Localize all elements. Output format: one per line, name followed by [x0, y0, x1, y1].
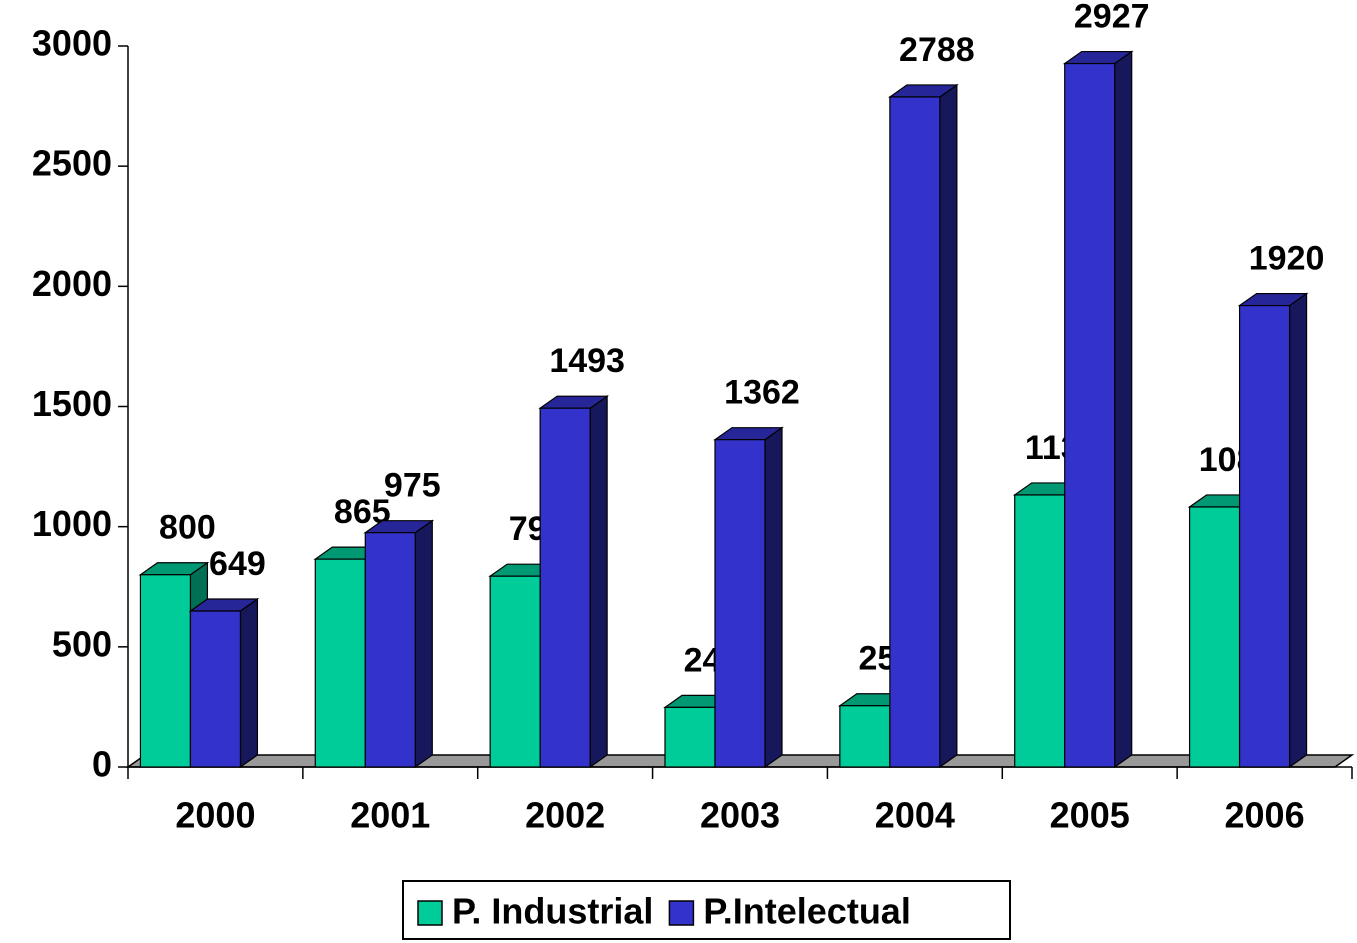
legend-label: P.Intelectual	[703, 891, 910, 932]
bar	[139, 574, 192, 768]
data-label: 1493	[549, 342, 625, 380]
legend: P. Industrial P.Intelectual	[402, 880, 1011, 940]
legend-swatch	[668, 900, 695, 926]
data-label: 800	[159, 509, 216, 547]
x-tick-label: 2006	[1225, 795, 1305, 836]
data-label: 1920	[1249, 240, 1325, 278]
x-tick-label: 2004	[875, 795, 955, 836]
bar-group	[188, 597, 260, 769]
bar	[714, 439, 766, 768]
bar-group	[538, 395, 610, 769]
bar	[889, 96, 941, 768]
data-label: 1362	[724, 374, 800, 412]
x-tick-label: 2002	[525, 795, 605, 836]
y-tick-label: 1500	[32, 383, 112, 424]
data-label: 2788	[899, 31, 975, 69]
bar	[839, 705, 891, 768]
bar	[1188, 506, 1241, 768]
data-label: 649	[209, 545, 266, 583]
bar-group	[363, 519, 435, 769]
bar	[489, 575, 541, 768]
bar	[1238, 304, 1291, 768]
y-tick-label: 2500	[32, 143, 112, 184]
x-tick-label: 2005	[1050, 795, 1130, 836]
bar	[664, 706, 716, 768]
x-tick-label: 2003	[700, 795, 780, 836]
y-tick-label: 0	[92, 744, 112, 785]
bar-group	[713, 426, 784, 769]
x-tick-label: 2001	[350, 795, 430, 836]
bar-group	[887, 83, 959, 769]
bar-group	[1062, 50, 1134, 769]
bar-side	[764, 426, 783, 769]
legend-box	[402, 880, 1011, 940]
y-tick-label: 2000	[32, 263, 112, 304]
bar	[539, 407, 591, 768]
bar-side	[589, 395, 608, 769]
x-tick-label: 2000	[175, 795, 255, 836]
bar-side	[414, 519, 433, 769]
y-tick-label: 3000	[32, 23, 112, 64]
bar	[189, 610, 242, 768]
y-tick-label: 1000	[32, 503, 112, 544]
data-label: 2927	[1074, 0, 1150, 36]
bar	[364, 532, 416, 768]
bar-side	[239, 597, 259, 769]
bar-group	[1237, 292, 1309, 769]
bar-side	[1288, 292, 1308, 769]
legend-label: P. Industrial	[452, 891, 653, 932]
legend-swatch	[417, 900, 443, 926]
bar	[1014, 494, 1066, 768]
bar	[314, 558, 366, 768]
bar-side	[1114, 50, 1133, 769]
data-label: 975	[384, 467, 441, 505]
bar-side	[939, 83, 958, 769]
bar	[1064, 62, 1116, 768]
y-tick-label: 500	[52, 623, 112, 664]
